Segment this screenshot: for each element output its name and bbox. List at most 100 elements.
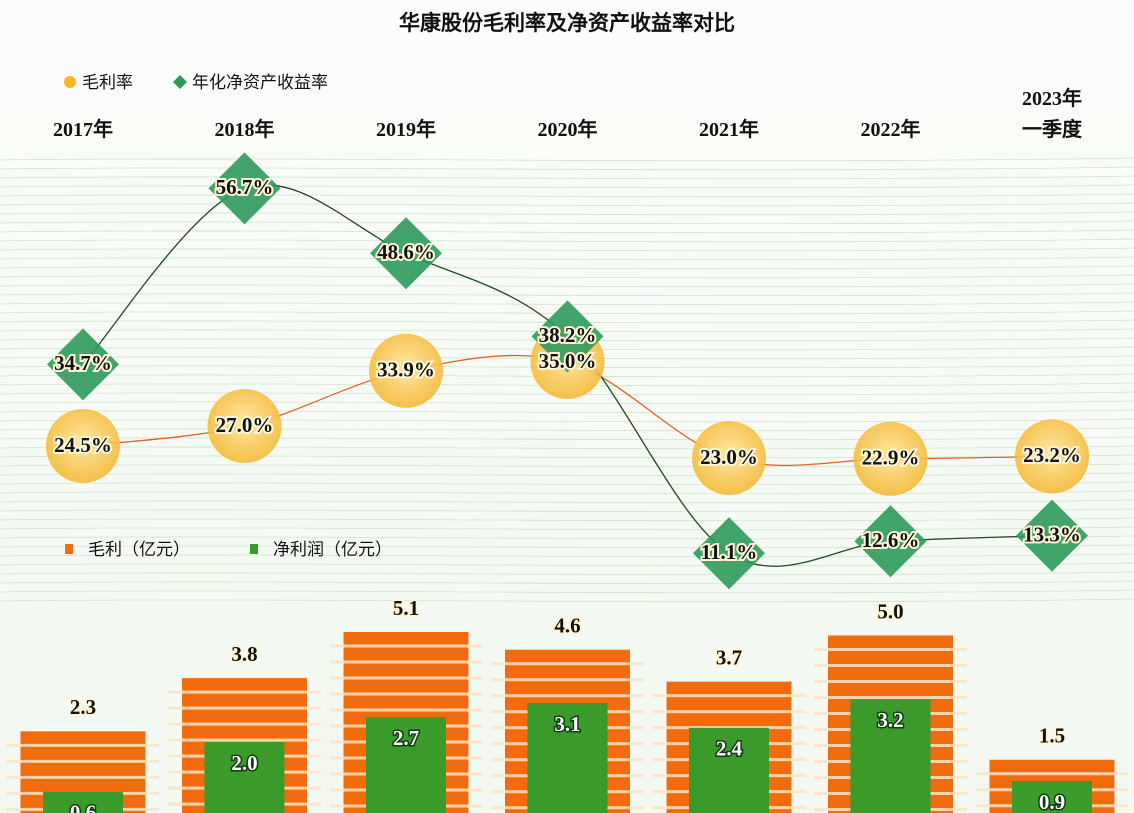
marker	[693, 517, 765, 590]
background-line	[0, 373, 1134, 378]
background-lines	[0, 157, 1134, 603]
category-label: 2017年	[53, 119, 113, 141]
background-line	[0, 562, 1134, 567]
background-line	[0, 553, 1134, 558]
value-label: 22.9%	[862, 446, 920, 470]
background-line	[0, 193, 1134, 198]
legend-marker	[250, 544, 258, 554]
bar	[1012, 781, 1092, 813]
background-line	[0, 301, 1134, 306]
value-label: 27.0%	[216, 413, 274, 437]
marker	[46, 409, 120, 483]
background-line	[0, 184, 1134, 189]
background-line	[0, 544, 1134, 549]
background-line	[0, 202, 1134, 207]
legend-label: 毛利（亿元）	[88, 540, 190, 560]
category-label: 2022年	[860, 119, 921, 141]
chart-title: 华康股份毛利率及净资产收益率对比	[399, 11, 735, 35]
marker	[369, 333, 443, 408]
marker	[692, 421, 766, 495]
legend-marker	[65, 544, 73, 554]
background-line	[0, 355, 1134, 360]
background-line	[0, 508, 1134, 513]
marker	[208, 152, 281, 225]
background-line	[0, 418, 1134, 423]
marker	[47, 328, 119, 401]
background-line	[0, 346, 1134, 351]
bar	[366, 717, 446, 813]
background-line	[0, 247, 1134, 252]
legend-label: 年化净资产收益率	[192, 73, 328, 93]
background-line	[0, 274, 1134, 279]
background-line	[0, 292, 1134, 297]
bar	[43, 791, 123, 813]
background-line	[0, 238, 1134, 243]
background-line	[0, 571, 1134, 576]
value-label: 34.7%	[54, 351, 112, 375]
background-line	[0, 436, 1134, 441]
value-label: 4.6	[554, 614, 580, 638]
background-line	[0, 400, 1134, 405]
value-label: 2.3	[70, 695, 96, 719]
background-line	[0, 598, 1134, 603]
value-label: 33.9%	[377, 358, 435, 382]
background-line	[0, 535, 1134, 540]
value-label: 23.2%	[1023, 443, 1081, 467]
value-label: 56.7%	[216, 175, 274, 199]
category-label: 2021年	[699, 119, 759, 141]
value-label: 13.3%	[1023, 522, 1081, 546]
background-line	[0, 391, 1134, 396]
value-label: 48.6%	[377, 240, 435, 264]
legend-label: 毛利率	[82, 73, 133, 93]
value-label: 38.2%	[539, 323, 597, 347]
background-line	[0, 463, 1134, 468]
background-line	[0, 445, 1134, 450]
value-label: 11.1%	[701, 540, 758, 564]
marker	[531, 300, 604, 373]
value-label: 3.8	[231, 642, 257, 666]
background-line	[0, 481, 1134, 486]
bar	[204, 742, 285, 813]
background-line	[0, 256, 1134, 261]
legend-marker	[64, 76, 76, 88]
background-line	[0, 175, 1134, 180]
category-label: 2018年	[214, 119, 275, 141]
value-label: 3.2	[877, 708, 903, 732]
bar	[850, 699, 931, 813]
value-label: 0.9	[1039, 790, 1065, 813]
value-label: 5.0	[877, 599, 903, 623]
background-line	[0, 589, 1134, 594]
marker	[1015, 419, 1089, 494]
legend-marker	[173, 75, 187, 89]
background-line	[0, 166, 1134, 171]
value-label: 2.7	[393, 726, 419, 750]
category-label: 2020年	[537, 119, 598, 141]
background-line	[0, 364, 1134, 369]
background-line	[0, 283, 1134, 288]
background-line	[0, 517, 1134, 522]
background-line	[0, 382, 1134, 387]
value-label: 12.6%	[862, 528, 920, 552]
marker	[207, 389, 282, 463]
background-line	[0, 490, 1134, 495]
marker	[1016, 499, 1088, 572]
background-line	[0, 220, 1134, 225]
background-line	[0, 580, 1134, 585]
background-line	[0, 427, 1134, 432]
value-label: 3.7	[716, 645, 742, 669]
value-label: 2.4	[716, 737, 743, 761]
value-label: 1.5	[1039, 724, 1065, 748]
marker	[853, 421, 928, 496]
category-label: 2019年	[376, 119, 436, 141]
background-line	[0, 454, 1134, 459]
bar	[527, 702, 608, 813]
background-line	[0, 409, 1134, 414]
value-label: 0.6	[70, 801, 96, 813]
background-line	[0, 265, 1134, 270]
background-line	[0, 310, 1134, 315]
background-line	[0, 526, 1134, 531]
value-label: 3.1	[554, 712, 580, 736]
value-label: 35.0%	[539, 349, 597, 373]
